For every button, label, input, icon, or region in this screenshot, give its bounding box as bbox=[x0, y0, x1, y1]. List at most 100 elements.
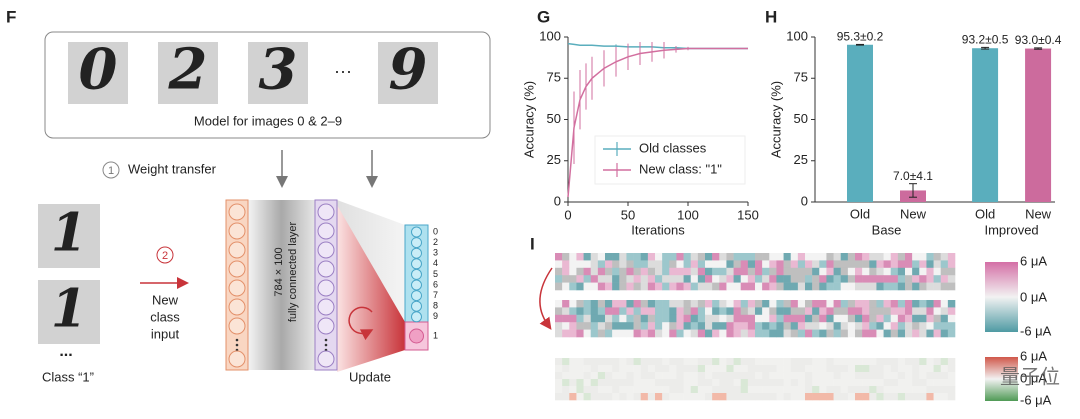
heatmap-cell bbox=[797, 267, 806, 276]
heatmap-cell bbox=[776, 365, 784, 373]
heatmap-cell bbox=[576, 282, 584, 291]
heatmap-cell bbox=[726, 358, 734, 366]
heatmap-cell bbox=[905, 267, 913, 276]
heatmap-cell bbox=[833, 275, 842, 283]
heatmap-cell bbox=[876, 267, 884, 276]
heatmap-cell bbox=[640, 386, 649, 394]
heatmap-cell bbox=[905, 372, 913, 380]
heatmap-cell bbox=[755, 379, 763, 387]
heatmap-cell bbox=[812, 282, 820, 291]
heatmap-cell bbox=[926, 386, 934, 394]
heatmap-cell bbox=[712, 329, 720, 338]
heatmap-cell bbox=[619, 267, 627, 276]
heatmap-cell bbox=[876, 307, 884, 316]
digit-image bbox=[68, 42, 128, 104]
heatmap-cell bbox=[819, 393, 827, 401]
heatmap-cell bbox=[633, 379, 642, 387]
heatmap-cell bbox=[705, 314, 713, 323]
heatmap-cell bbox=[905, 260, 913, 269]
heatmap-cell bbox=[683, 358, 692, 366]
heatmap-cell bbox=[726, 307, 734, 316]
heatmap-cell bbox=[905, 314, 913, 323]
heatmap-cell bbox=[697, 386, 706, 394]
heatmap-cell bbox=[562, 393, 570, 401]
heatmap-cell bbox=[647, 253, 656, 261]
heatmap-cell bbox=[883, 275, 892, 283]
heatmap-cell bbox=[797, 307, 806, 316]
heatmap-cell bbox=[597, 275, 606, 283]
heatmap-cell bbox=[862, 372, 870, 380]
heatmap-cell bbox=[947, 314, 956, 323]
heatmap-cell bbox=[655, 358, 663, 366]
heatmap-cell bbox=[840, 275, 849, 283]
heatmap-cell bbox=[733, 267, 742, 276]
update-label: Update bbox=[349, 369, 391, 384]
heatmap-cell bbox=[647, 365, 656, 373]
heatmap-cell bbox=[826, 300, 834, 308]
heatmap-cell bbox=[633, 393, 642, 401]
heatmap-cell bbox=[705, 253, 713, 261]
update-arrow bbox=[348, 306, 374, 341]
heatmap-cell bbox=[605, 365, 613, 373]
heatmap-cell bbox=[683, 267, 692, 276]
heatmap-cell bbox=[940, 365, 949, 373]
heatmap-cell bbox=[576, 379, 584, 387]
heatmap-cell bbox=[847, 365, 856, 373]
heatmap-cell bbox=[833, 329, 842, 338]
heatmap-cell bbox=[833, 307, 842, 316]
heatmap-cell bbox=[740, 365, 749, 373]
heatmap-cell bbox=[626, 379, 634, 387]
heatmap-cell bbox=[826, 329, 834, 338]
heatmap-cell bbox=[690, 358, 699, 366]
heatmap-cell bbox=[640, 275, 649, 283]
heatmap-cell bbox=[762, 329, 770, 338]
heatmap-cell bbox=[569, 358, 577, 366]
heatmap-cell bbox=[769, 358, 777, 366]
heatmap-cell bbox=[590, 253, 599, 261]
heatmap-cell bbox=[726, 372, 734, 380]
heatmap-cell bbox=[733, 393, 742, 401]
heatmap-cell bbox=[719, 260, 727, 269]
heatmap-cell bbox=[905, 322, 913, 330]
neuron bbox=[228, 222, 246, 240]
heatmap-cell bbox=[669, 358, 677, 366]
heatmap-cell bbox=[833, 260, 842, 269]
heatmap-cell bbox=[933, 314, 942, 323]
neuron bbox=[317, 203, 335, 221]
panel-label: H bbox=[765, 7, 777, 26]
heatmap-cell bbox=[669, 386, 677, 394]
heatmap-cell bbox=[705, 358, 713, 366]
heatmap-cell bbox=[626, 386, 634, 394]
heatmap-cell bbox=[926, 282, 934, 291]
heatmap-cell bbox=[805, 314, 813, 323]
heatmap-cell bbox=[855, 322, 863, 330]
heatmap-cell bbox=[876, 372, 884, 380]
heatmap-cell bbox=[597, 300, 606, 308]
layer-label: 784 × 100 bbox=[273, 247, 285, 296]
heatmap-cell bbox=[869, 379, 877, 387]
heatmap-cell bbox=[740, 260, 749, 269]
heatmap-cell bbox=[605, 260, 613, 269]
heatmap-cell bbox=[840, 386, 849, 394]
heatmap-cell bbox=[619, 379, 627, 387]
heatmap-cell bbox=[662, 329, 670, 338]
heatmap-cell bbox=[855, 393, 863, 401]
heatmap-cell bbox=[776, 275, 784, 283]
heatmap-cell bbox=[605, 379, 613, 387]
heatmap-cell bbox=[605, 372, 613, 380]
heatmap-cell bbox=[783, 358, 792, 366]
heatmap-cell bbox=[926, 393, 934, 401]
heatmap-cell bbox=[690, 386, 699, 394]
heatmap-cell bbox=[833, 253, 842, 261]
heatmap-cell bbox=[855, 253, 863, 261]
heatmap-cell bbox=[812, 329, 820, 338]
heatmap-cell bbox=[947, 358, 956, 366]
heatmap-cell bbox=[647, 267, 656, 276]
heatmap-cell bbox=[647, 358, 656, 366]
heatmap-cell bbox=[805, 260, 813, 269]
heatmap-cell bbox=[726, 393, 734, 401]
heatmap-cell bbox=[576, 314, 584, 323]
heatmap-cell bbox=[869, 386, 877, 394]
heatmap-cell bbox=[897, 253, 906, 261]
heatmap-cell bbox=[640, 365, 649, 373]
